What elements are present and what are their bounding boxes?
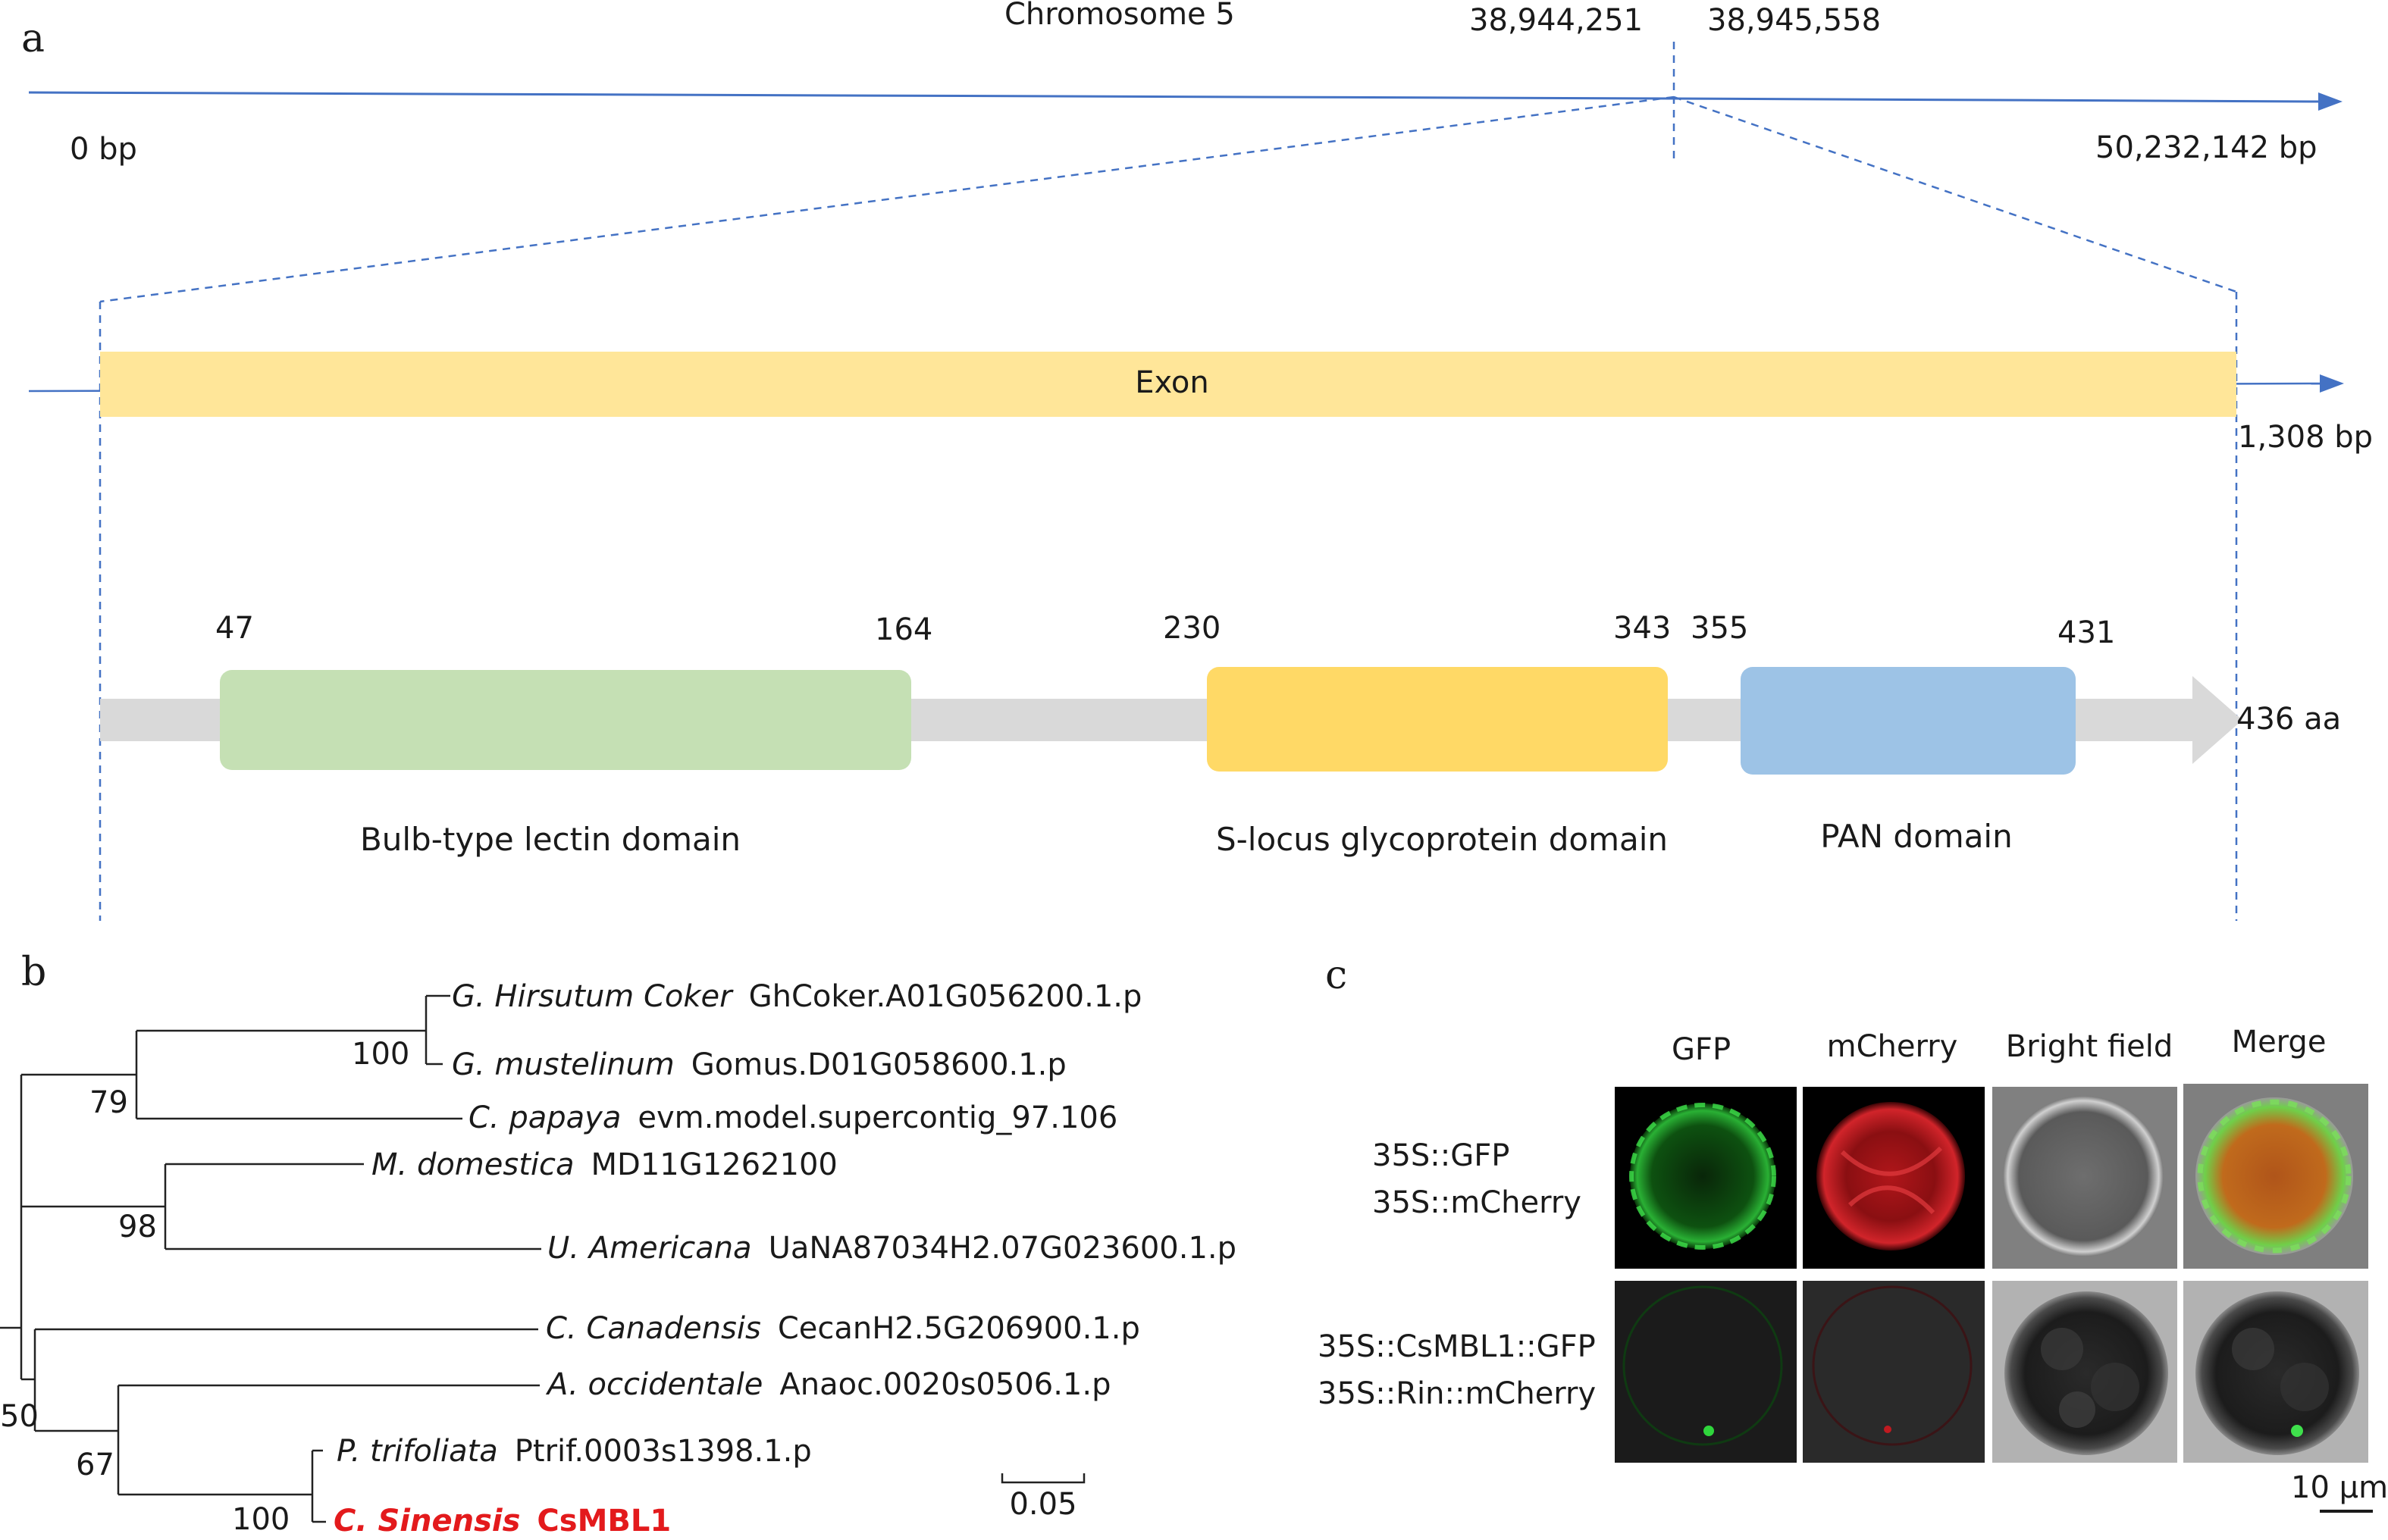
taxon-species: U. Americana xyxy=(547,1231,752,1266)
bootstrap-value: 50 xyxy=(0,1399,39,1434)
zoom-line-left xyxy=(99,95,1675,303)
taxon-label: U. Americana UaNA87034H2.07G023600.1.p xyxy=(547,1231,1236,1266)
domain2-end: 343 xyxy=(1613,611,1671,646)
phylogenetic-tree xyxy=(0,994,541,1523)
chromosome-axis xyxy=(28,91,1672,100)
chromosome-end-label: 50,232,142 bp xyxy=(2095,130,2317,165)
taxon-species: C. Sinensis xyxy=(334,1504,520,1538)
micrograph-row1-bright-field xyxy=(1992,1087,2177,1269)
domain1-start: 47 xyxy=(215,611,254,646)
domain-pan xyxy=(1741,667,2076,775)
domain3-start: 355 xyxy=(1691,611,1748,646)
micrograph-row2-merge xyxy=(2183,1281,2368,1463)
domain-s-locus xyxy=(1207,667,1668,772)
bootstrap-value: 67 xyxy=(76,1448,114,1482)
bootstrap-value: 79 xyxy=(89,1085,128,1120)
taxon-species: M. domestica xyxy=(371,1147,575,1182)
micrograph-row1-gfp xyxy=(1615,1087,1797,1269)
taxon-gene-id: CsMBL1 xyxy=(537,1504,671,1538)
column-header-gfp: GFP xyxy=(1672,1032,1731,1067)
tree-scale-label: 0.05 xyxy=(1009,1487,1076,1522)
taxon-gene-id: Anaoc.0020s0506.1.p xyxy=(779,1367,1111,1402)
taxon-gene-id: Ptrif.0003s1398.1.p xyxy=(515,1434,812,1469)
micrograph-row2-mcherry xyxy=(1803,1281,1985,1463)
protein-length-label: 436 aa xyxy=(2236,702,2341,737)
taxon-label: C. Canadensis CecanH2.5G206900.1.p xyxy=(546,1311,1140,1346)
column-header-mcherry: mCherry xyxy=(1827,1029,1958,1064)
row2-construct-line1: 35S::CsMBL1::GFP xyxy=(1318,1329,1596,1364)
taxon-species: G. mustelinum xyxy=(452,1047,675,1082)
taxon-label: C. papaya evm.model.supercontig_97.106 xyxy=(469,1100,1117,1135)
bootstrap-value: 100 xyxy=(352,1037,409,1072)
zoom-line-right xyxy=(1673,95,2237,293)
exon-box xyxy=(100,352,2236,417)
micrograph-scale-label: 10 μm xyxy=(2291,1470,2388,1505)
bootstrap-value: 98 xyxy=(118,1210,157,1244)
taxon-label: P. trifoliata Ptrif.0003s1398.1.p xyxy=(337,1434,812,1469)
row2-construct-line2: 35S::Rin::mCherry xyxy=(1318,1376,1596,1411)
tree-scale-bar xyxy=(1001,1473,1086,1484)
taxon-gene-id: CecanH2.5G206900.1.p xyxy=(778,1311,1140,1346)
taxon-species: C. Canadensis xyxy=(546,1311,761,1346)
taxon-species: P. trifoliata xyxy=(337,1434,498,1469)
domain2-name: S-locus glycoprotein domain xyxy=(1216,821,1668,858)
domain-bulb-lectin xyxy=(220,670,911,770)
domain3-name: PAN domain xyxy=(1820,818,2012,855)
micrograph-row1-merge xyxy=(2183,1084,2368,1269)
taxon-label: G. Hirsutum Coker GhCoker.A01G056200.1.p xyxy=(452,979,1142,1014)
taxon-species: C. papaya xyxy=(469,1100,621,1135)
taxon-label: A. occidentale Anaoc.0020s0506.1.p xyxy=(545,1367,1111,1402)
taxon-gene-id: MD11G1262100 xyxy=(591,1147,838,1182)
gene-end-coordinate: 38,945,558 xyxy=(1707,3,1881,38)
row1-construct-line1: 35S::GFP xyxy=(1372,1138,1509,1173)
exon-label: Exon xyxy=(1135,365,1209,400)
taxon-species: A. occidentale xyxy=(545,1367,763,1402)
domain2-start: 230 xyxy=(1163,611,1221,646)
panel-a-letter: a xyxy=(21,16,45,61)
micrograph-row2-gfp xyxy=(1615,1281,1797,1463)
protein-bar xyxy=(100,676,2242,764)
gene-length-label: 1,308 bp xyxy=(2238,420,2373,455)
taxon-gene-id: evm.model.supercontig_97.106 xyxy=(638,1100,1117,1135)
taxon-species: G. Hirsutum Coker xyxy=(452,979,734,1014)
bootstrap-value: 100 xyxy=(232,1502,290,1537)
domain1-end: 164 xyxy=(875,612,932,647)
taxon-label-highlight: C. Sinensis CsMBL1 xyxy=(334,1504,671,1538)
taxon-label: G. mustelinum Gomus.D01G058600.1.p xyxy=(452,1047,1067,1082)
micrograph-row1-mcherry xyxy=(1803,1087,1985,1269)
row1-construct-line2: 35S::mCherry xyxy=(1372,1185,1581,1220)
chromosome-label: Chromosome 5 xyxy=(1004,0,1235,32)
gene-start-coordinate: 38,944,251 xyxy=(1469,3,1643,38)
column-header-merge: Merge xyxy=(2232,1025,2327,1060)
chromosome-axis-right xyxy=(1671,97,2321,103)
panel-b-letter: b xyxy=(21,950,46,995)
taxon-gene-id: UaNA87034H2.07G023600.1.p xyxy=(769,1231,1236,1266)
micrograph-row2-bright-field xyxy=(1992,1281,2177,1463)
domain3-end: 431 xyxy=(2057,615,2115,650)
domain1-name: Bulb-type lectin domain xyxy=(360,821,741,858)
taxon-gene-id: GhCoker.A01G056200.1.p xyxy=(749,979,1142,1014)
taxon-label: M. domestica MD11G1262100 xyxy=(371,1147,838,1182)
chromosome-arrowhead xyxy=(2318,92,2343,111)
column-header-bright-field: Bright field xyxy=(2006,1029,2173,1064)
chromosome-start-label: 0 bp xyxy=(70,132,137,167)
gene-arrowhead xyxy=(2320,374,2344,393)
panel-c-letter: c xyxy=(1325,953,1347,998)
taxon-gene-id: Gomus.D01G058600.1.p xyxy=(691,1047,1067,1082)
